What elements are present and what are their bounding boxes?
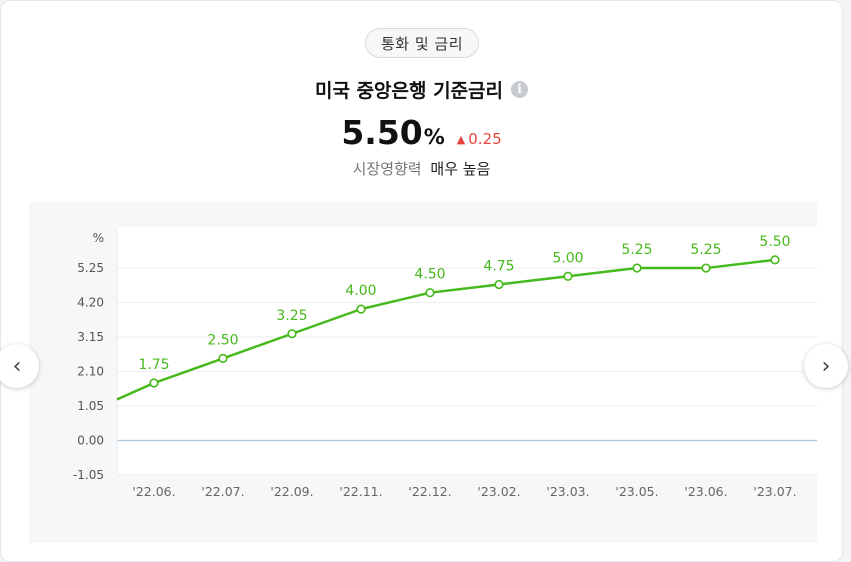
data-point	[356, 304, 366, 314]
data-point	[770, 255, 780, 265]
line-chart: 5.25 4.20 3.15 2.10 1.05 0.00 -1.05% '22.06. '22…	[73, 227, 817, 499]
data-label: 4.00	[345, 283, 376, 299]
data-point	[701, 263, 711, 273]
title-row: 미국 중앙은행 기준금리 i	[1, 75, 842, 103]
triangle-up-icon: ▲	[456, 133, 466, 146]
x-tick-label: '22.11.	[339, 484, 382, 499]
data-point	[632, 263, 642, 273]
x-tick-label: '22.07.	[201, 484, 244, 499]
impact-value: 매우 높음	[430, 160, 491, 178]
data-label: 5.00	[552, 250, 583, 266]
x-tick-label: '23.06.	[684, 484, 727, 499]
value-row: 5.50 % ▲ 0.25	[1, 113, 842, 157]
y-tick-label: 4.20	[77, 296, 104, 310]
data-label: 4.75	[483, 258, 514, 274]
y-tick-label: 3.15	[77, 330, 104, 344]
data-label: 1.75	[138, 357, 169, 373]
chevron-right-icon: ›	[821, 353, 831, 379]
data-point	[563, 271, 573, 281]
data-point	[287, 329, 297, 339]
y-tick-label: -1.05	[73, 468, 104, 482]
data-point	[149, 378, 159, 388]
rate-change: ▲ 0.25	[457, 130, 502, 148]
chart-container: 5.25 4.20 3.15 2.10 1.05 0.00 -1.05% '22.06. '22…	[29, 202, 817, 543]
data-label: 4.50	[414, 267, 445, 283]
rate-unit: %	[423, 125, 445, 149]
data-label: 5.25	[690, 242, 721, 258]
x-tick-label: '23.02.	[477, 484, 520, 499]
x-tick-label: '23.07.	[753, 484, 796, 499]
impact-label: 시장영향력	[352, 160, 422, 178]
next-button[interactable]: ›	[804, 344, 848, 388]
rate-value: 5.50	[341, 113, 423, 152]
x-tick-label: '22.12.	[408, 484, 451, 499]
prev-button[interactable]: ‹	[0, 344, 39, 388]
impact-row: 시장영향력 매우 높음	[1, 158, 842, 180]
data-point	[494, 279, 504, 290]
x-tick-label: '23.05.	[615, 484, 658, 499]
data-label: 5.25	[621, 242, 652, 258]
x-tick-label: '22.09.	[270, 484, 313, 499]
y-tick-label: 2.10	[77, 365, 104, 379]
data-point	[425, 288, 435, 298]
plot-area	[117, 227, 817, 475]
data-label: 5.50	[759, 234, 790, 250]
data-label: 3.25	[276, 308, 307, 324]
rate-change-value: 0.25	[468, 130, 502, 148]
x-tick-label: '23.03.	[546, 484, 589, 499]
page-title: 미국 중앙은행 기준금리	[314, 79, 504, 102]
y-tick-label: 0.00	[77, 434, 104, 448]
category-chip[interactable]: 통화 및 금리	[365, 28, 479, 58]
y-tick-label: 5.25	[77, 261, 104, 275]
info-icon[interactable]: i	[511, 80, 529, 98]
data-point	[218, 353, 228, 363]
x-tick-label: '22.06.	[132, 484, 175, 499]
chevron-left-icon: ‹	[12, 353, 22, 379]
y-axis-unit: %	[93, 231, 104, 245]
y-tick-label: 1.05	[77, 399, 104, 413]
data-label: 2.50	[207, 332, 238, 348]
